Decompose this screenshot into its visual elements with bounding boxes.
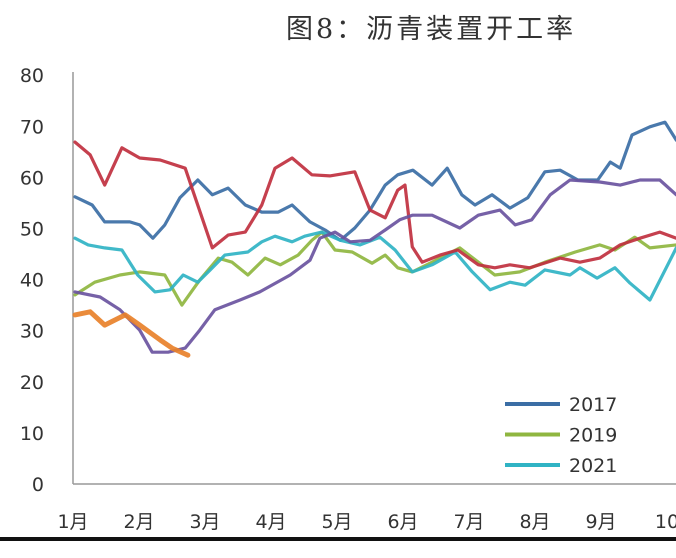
y-tick-label: 30 [20,321,44,343]
x-tick-label: 9月 [585,511,616,533]
y-axis: 0 10 20 30 40 50 60 70 80 [20,65,44,496]
x-tick-label: 5月 [321,511,352,533]
y-tick-label: 20 [20,372,44,394]
series-line-2021 [73,230,676,302]
series-lines [72,120,676,358]
y-tick-label: 70 [20,116,44,138]
legend-label: 2019 [569,425,617,447]
legend-label: 2017 [569,394,617,416]
x-tick-label: 7月 [453,511,484,533]
y-tick-label: 0 [32,474,44,496]
series-line-unnamed-4 [73,178,676,354]
y-tick-label: 10 [20,423,44,445]
x-tick-label: 10 [655,511,676,533]
y-tick-label: 40 [20,270,44,292]
x-tick-label: 2月 [123,511,154,533]
x-tick-label: 3月 [189,511,220,533]
x-axis: 1月 2月 3月 4月 5月 6月 7月 8月 9月 10 [57,511,676,533]
legend-label: 2021 [569,455,617,477]
series-line-unnamed-3 [73,140,676,270]
y-tick-label: 60 [20,167,44,189]
y-tick-label: 80 [20,65,44,87]
x-tick-label: 6月 [387,511,418,533]
x-tick-label: 8月 [519,511,550,533]
x-tick-label: 4月 [255,511,286,533]
series-line-unnamed-5 [72,309,191,358]
chart-title: 图8：沥青装置开工率 [286,14,576,45]
x-tick-label: 1月 [57,511,88,533]
series-line-2019 [73,230,676,307]
y-tick-label: 50 [20,219,44,241]
legend: 2017 2019 2021 [505,394,617,477]
